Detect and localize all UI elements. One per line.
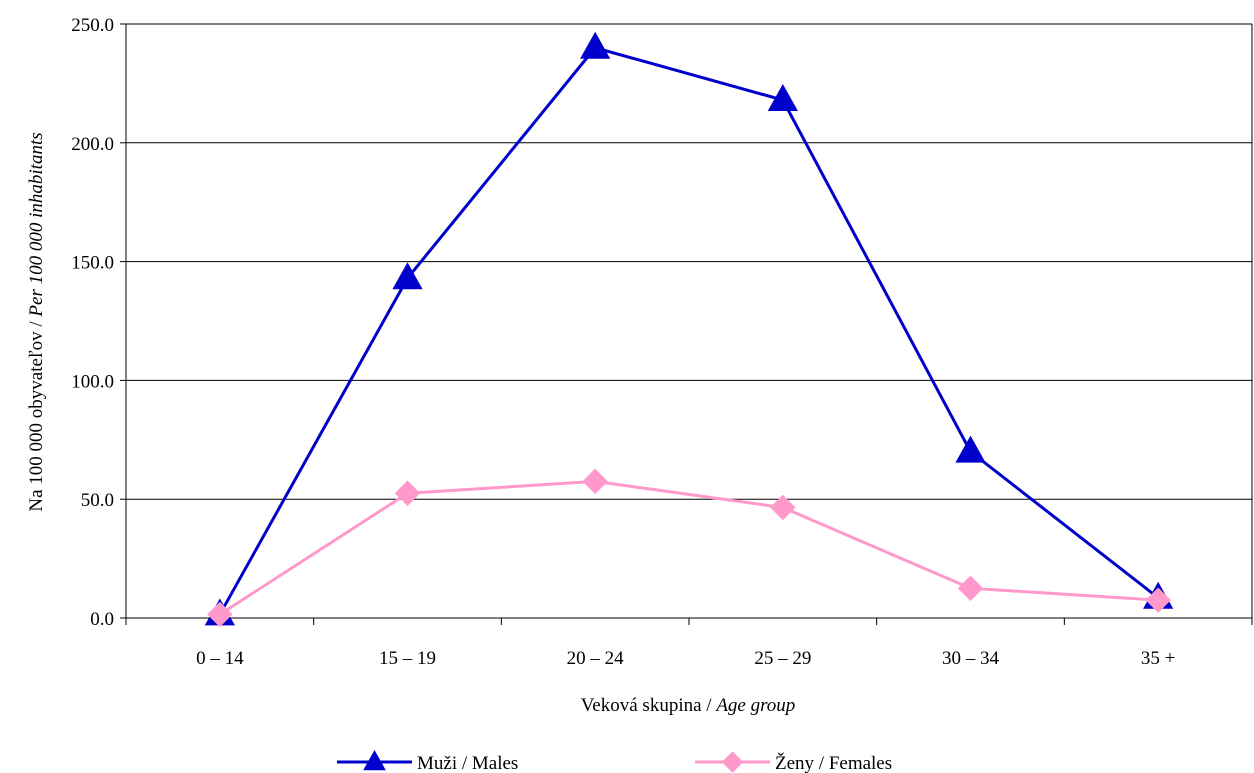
series-markers — [204, 31, 1174, 628]
data-point-1-2 — [582, 468, 608, 495]
gridlines — [126, 23, 1252, 500]
data-point-1-0 — [207, 601, 233, 628]
y-tick-labels: 0.0 50.0 100.0 150.0 200.0 250.0 — [71, 15, 114, 630]
y-tick-label: 200.0 — [71, 134, 114, 155]
x-tick-label: 25 – 29 — [754, 648, 811, 669]
x-tick-label: 30 – 34 — [942, 648, 1000, 669]
y-axis-title-plain: Na 100 000 obyvateľov / — [26, 317, 47, 512]
y-axis-title-italic: Per 100 000 inhabitants — [26, 132, 47, 317]
x-axis-title: Veková skupina / Age group — [581, 695, 796, 716]
data-point-0-1 — [392, 262, 423, 290]
data-point-0-4 — [955, 435, 986, 463]
y-axis-title: Na 100 000 obyvateľov / Per 100 000 inha… — [26, 132, 47, 511]
y-tick-label: 150.0 — [71, 253, 114, 274]
x-tick-label: 0 – 14 — [196, 648, 244, 669]
data-point-1-4 — [957, 575, 984, 602]
data-point-1-3 — [770, 494, 796, 521]
series-lines — [218, 46, 1160, 616]
legend-marker-1 — [721, 751, 744, 773]
axes — [120, 23, 1253, 625]
data-point-1-1 — [394, 480, 421, 506]
x-axis-title-italic: Age group — [714, 695, 795, 716]
data-point-0-3 — [767, 84, 798, 112]
x-tick-label: 15 – 19 — [379, 648, 436, 669]
x-axis-title-plain: Veková skupina / — [581, 695, 717, 716]
legend: Muži / Males Ženy / Females — [337, 749, 892, 773]
y-tick-label: 50.0 — [81, 490, 114, 511]
legend-label-1: Ženy / Females — [775, 752, 892, 773]
legend-label-0: Muži / Males — [417, 753, 518, 773]
x-tick-labels: 0 – 14 15 – 19 20 – 24 25 – 29 30 – 34 35 + — [196, 648, 1175, 669]
data-point-1-5 — [1145, 587, 1171, 613]
data-point-0-2 — [580, 31, 611, 59]
series-line-1 — [219, 479, 1159, 616]
x-tick-label: 35 + — [1141, 648, 1175, 669]
y-tick-label: 0.0 — [90, 609, 114, 630]
y-tick-label: 250.0 — [71, 15, 114, 36]
series-line-0 — [218, 46, 1160, 616]
y-tick-label: 100.0 — [71, 371, 114, 392]
x-tick-label: 20 – 24 — [567, 648, 625, 669]
legend-marker-0 — [363, 749, 386, 771]
